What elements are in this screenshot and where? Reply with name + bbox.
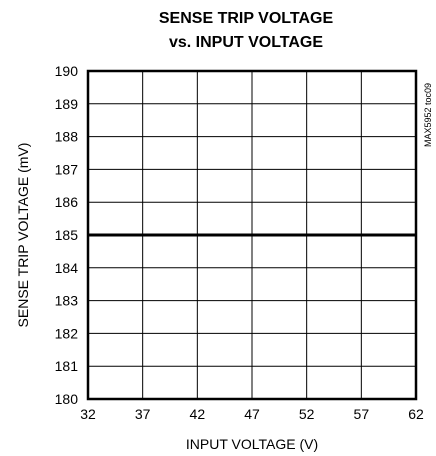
x-tick-label: 52 [299, 406, 315, 422]
y-tick-label: 187 [55, 161, 79, 177]
x-tick-label: 32 [80, 406, 96, 422]
x-axis-label: INPUT VOLTAGE (V) [186, 436, 318, 452]
y-axis-label: SENSE TRIP VOLTAGE (mV) [15, 143, 31, 328]
y-tick-labels: 180 181 182 183 184 185 186 187 188 189 190 [55, 63, 79, 407]
y-tick-label: 190 [55, 63, 79, 79]
y-tick-label: 182 [55, 325, 79, 341]
chart-title-line-1: SENSE TRIP VOLTAGE [159, 10, 334, 27]
x-tick-label: 57 [354, 406, 370, 422]
x-tick-label: 62 [408, 406, 424, 422]
chart-title-line-2: vs. INPUT VOLTAGE [169, 34, 323, 51]
y-tick-label: 180 [55, 391, 79, 407]
y-tick-label: 188 [55, 129, 79, 145]
y-tick-label: 186 [55, 194, 79, 210]
y-tick-label: 181 [55, 358, 79, 374]
y-tick-label: 185 [55, 227, 79, 243]
x-tick-label: 37 [135, 406, 151, 422]
figure-id-note: MAX5952 toc09 [423, 83, 433, 147]
x-tick-labels: 32 37 42 47 52 57 62 [80, 406, 424, 422]
y-tick-label: 183 [55, 293, 79, 309]
y-tick-label: 189 [55, 96, 79, 112]
x-tick-label: 47 [244, 406, 260, 422]
x-tick-label: 42 [190, 406, 206, 422]
plot-frame [86, 69, 418, 401]
y-tick-label: 184 [55, 260, 79, 276]
